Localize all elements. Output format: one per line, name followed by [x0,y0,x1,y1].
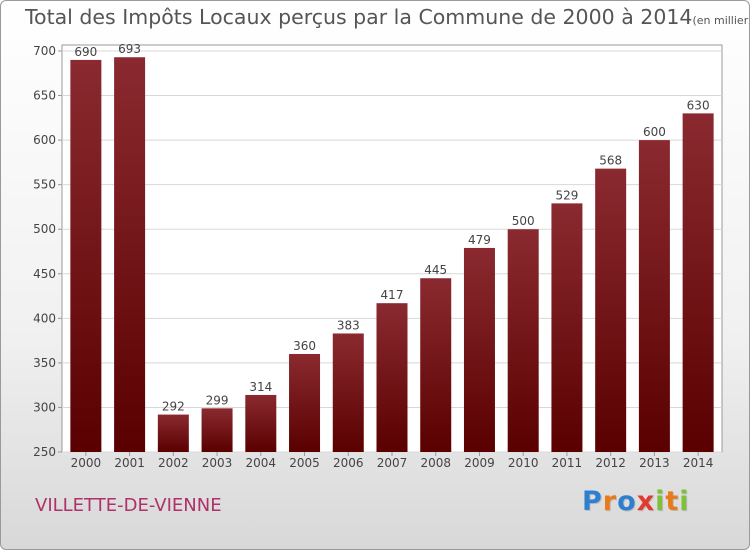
logo-letter: r [602,486,618,517]
bar-value-label: 529 [555,188,578,202]
x-tick-label: 2003 [202,456,233,470]
bar-value-label: 417 [381,288,404,302]
x-axis: 2000 2001 2002 2003 2004 2005 2006 2007 2008 2009… [71,452,714,470]
bar-2003 [201,408,233,452]
x-tick-label: 2011 [552,456,583,470]
logo-letter: x [636,486,656,517]
bar-value-label: 445 [424,263,447,277]
x-tick-label: 2000 [71,456,102,470]
bar-value-label: 600 [643,125,666,139]
x-tick-label: 2008 [420,456,451,470]
bar-2014 [682,113,714,452]
bar-value-label: 292 [162,400,185,414]
y-tick-label: 300 [33,400,56,414]
logo-letter: P [582,486,603,517]
bar-2011 [551,203,583,452]
bar-2012 [595,168,627,453]
y-tick-label: 350 [33,356,56,370]
bar-2006 [332,333,364,452]
chart-title: Total des Impôts Locaux perçus par la Co… [25,5,750,29]
y-tick-label: 450 [33,267,56,281]
x-tick-label: 2002 [158,456,189,470]
x-tick-label: 2009 [464,456,495,470]
bars: 690 693 292 299 314 360 383 417 445 479 500 529 568 6… [70,42,714,453]
x-tick-label: 2014 [683,456,714,470]
bar-value-label: 630 [687,98,710,112]
bar-value-label: 568 [599,154,622,168]
logo-letter: i [679,486,690,517]
bar-2007 [376,303,408,452]
y-axis: 250 300 350 400 450 500 550 600 650 700 [33,44,62,459]
x-tick-label: 2006 [333,456,364,470]
bar-value-label: 299 [206,393,229,407]
commune-name: VILLETTE-DE-VIENNE [35,495,222,516]
y-tick-label: 550 [33,178,56,192]
bar-2004 [245,394,277,452]
x-tick-label: 2005 [289,456,320,470]
bar-value-label: 360 [293,339,316,353]
bar-value-label: 383 [337,318,360,332]
chart-title-text: Total des Impôts Locaux perçus par la Co… [25,5,693,29]
bar-2013 [638,140,670,452]
x-tick-label: 2010 [508,456,539,470]
y-tick-label: 700 [33,44,56,58]
bar-value-label: 314 [249,380,272,394]
bar-2002 [157,414,189,452]
logo-letter: i [655,486,666,517]
bar-value-label: 479 [468,233,491,247]
x-tick-label: 2013 [639,456,670,470]
bar-value-label: 500 [512,214,535,228]
logo-letter: o [617,486,637,517]
y-tick-label: 400 [33,311,56,325]
x-tick-label: 2007 [377,456,408,470]
y-tick-label: 250 [33,445,56,459]
bar-value-label: 690 [74,45,97,59]
bar-2001 [114,57,146,452]
logo-letter: t [665,486,680,517]
x-tick-label: 2001 [114,456,145,470]
bar-2009 [463,247,495,452]
bar-2005 [289,353,321,452]
proxiti-logo[interactable]: Proxiti [582,486,690,517]
x-tick-label: 2004 [246,456,277,470]
y-tick-label: 600 [33,133,56,147]
x-tick-label: 2012 [595,456,626,470]
bar-2010 [507,229,539,452]
chart-subtitle: (en milliers d'€) [692,14,750,27]
y-tick-label: 650 [33,89,56,103]
bar-2000 [70,59,102,453]
y-tick-label: 500 [33,222,56,236]
bar-2008 [420,278,452,452]
bar-value-label: 693 [118,42,141,56]
